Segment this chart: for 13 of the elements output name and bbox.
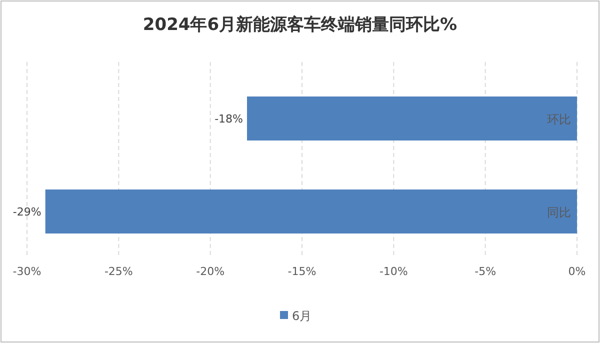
y-tick-label: 同比 [547,206,571,220]
x-tick-label: -10% [379,265,408,278]
x-tick-label: -20% [196,265,225,278]
data-label: -29% [12,206,42,218]
y-tick-label: 环比 [547,112,571,126]
x-tick-label: -30% [12,265,42,278]
x-tick-label: 0% [568,265,586,278]
chart-title: 2024年6月新能源客车终端销量同环比% [142,15,458,35]
x-tick-label: -5% [474,265,496,278]
data-label: -18% [214,112,243,126]
x-tick-label: -25% [104,265,133,278]
x-tick-label: -15% [288,265,316,278]
legend-label: 6月 [292,309,312,323]
